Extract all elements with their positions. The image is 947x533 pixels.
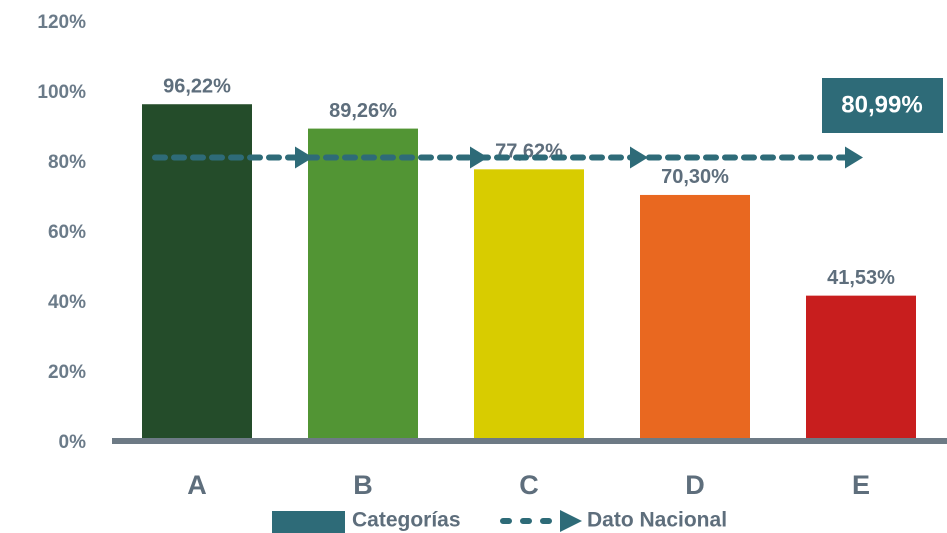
bar xyxy=(308,128,418,441)
value-label: 70,30% xyxy=(661,166,729,188)
legend-swatch xyxy=(272,511,345,533)
x-tick-label: B xyxy=(353,470,373,500)
y-tick-label: 0% xyxy=(59,432,87,453)
y-tick-label: 60% xyxy=(48,222,86,243)
x-tick-label: E xyxy=(852,470,870,500)
bar xyxy=(474,169,584,441)
y-tick-label: 100% xyxy=(37,82,86,103)
y-tick-label: 40% xyxy=(48,292,86,313)
reference-arrow xyxy=(630,146,648,169)
reference-arrow xyxy=(470,146,488,169)
x-tick-label: A xyxy=(187,470,207,500)
legend-label: Dato Nacional xyxy=(587,509,727,532)
y-tick-label: 120% xyxy=(37,12,86,33)
value-label: 41,53% xyxy=(827,267,895,289)
bar xyxy=(640,194,750,441)
legend-arrow xyxy=(560,510,582,532)
x-tick-label: C xyxy=(519,470,539,500)
legend-label: Categorías xyxy=(352,509,461,532)
x-tick-label: D xyxy=(685,470,705,500)
bar xyxy=(806,295,916,441)
reference-arrow xyxy=(845,146,863,169)
reference-label-box xyxy=(822,78,943,133)
value-label: 89,26% xyxy=(329,100,397,122)
value-label: 96,22% xyxy=(163,76,231,98)
y-tick-label: 80% xyxy=(48,152,86,173)
reference-label: 80,99% xyxy=(841,91,922,118)
y-tick-label: 20% xyxy=(48,362,86,383)
reference-arrow xyxy=(295,146,313,169)
